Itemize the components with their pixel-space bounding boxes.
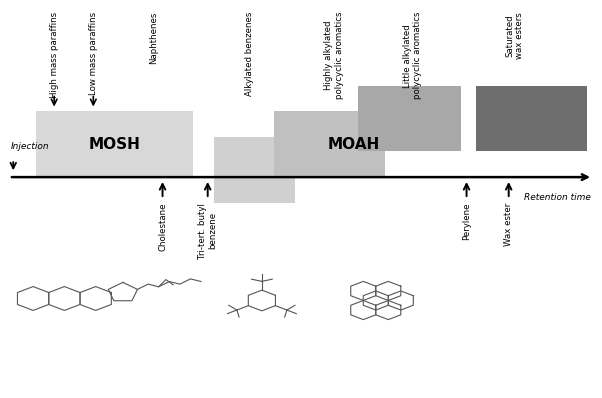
Text: Retention time: Retention time: [524, 193, 591, 202]
Text: MOAH: MOAH: [327, 137, 380, 152]
Text: Perylene: Perylene: [462, 203, 471, 240]
Text: Alkylated benzenes: Alkylated benzenes: [246, 12, 254, 96]
Text: Injection: Injection: [11, 142, 49, 151]
Bar: [36, 111, 193, 177]
Text: Highly alkylated
polycyclic aromatics: Highly alkylated polycyclic aromatics: [324, 12, 344, 100]
Text: Naphthenes: Naphthenes: [149, 12, 158, 64]
Bar: [358, 86, 461, 151]
Text: MOSH: MOSH: [88, 137, 140, 152]
Bar: [476, 86, 587, 151]
Bar: [214, 137, 295, 203]
Text: Little alkylated
polycyclic aromatics: Little alkylated polycyclic aromatics: [403, 12, 422, 100]
Text: Wax ester: Wax ester: [504, 203, 513, 246]
Text: Saturated
wax esters: Saturated wax esters: [505, 12, 524, 59]
Text: Tri-tert. butyl
benzene: Tri-tert. butyl benzene: [198, 203, 217, 259]
Text: Low mass paraffins: Low mass paraffins: [89, 12, 98, 95]
Text: Cholestane: Cholestane: [158, 203, 167, 252]
Text: High mass paraffins: High mass paraffins: [50, 12, 58, 98]
Bar: [274, 111, 385, 177]
